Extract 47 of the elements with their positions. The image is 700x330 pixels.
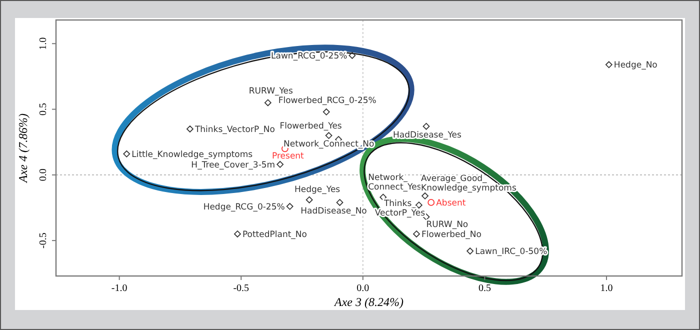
point — [422, 122, 430, 130]
annotation: Little_Knowledge_symptoms — [132, 150, 254, 160]
annotation: Hedge_Yes — [294, 184, 341, 195]
point — [186, 126, 194, 132]
point — [325, 132, 332, 139]
y-tick-label: 1.0 — [38, 37, 49, 50]
annotation: Thinks_VectorP_No — [194, 124, 275, 135]
y-tick-label: -0.5 — [38, 232, 49, 248]
annotation: H_Tree_Cover_3-5m — [191, 160, 276, 170]
point — [322, 108, 330, 116]
point — [234, 230, 241, 238]
point — [466, 248, 474, 255]
point — [276, 160, 284, 168]
annotation: Flowerbed_No — [422, 230, 482, 240]
annotation: Flowerbed_RCG_0-25% — [278, 96, 376, 106]
y-tick-label: 0.5 — [38, 103, 49, 116]
annotation: Hedge_RCG_0-25% — [203, 202, 285, 212]
annotation: HadDisease_No — [300, 206, 367, 216]
point — [605, 61, 612, 68]
x-tick-label: -0.5 — [233, 283, 250, 294]
point — [306, 196, 313, 204]
x-axis-title: Axe 3 (8.24%) — [334, 295, 404, 309]
point — [422, 192, 428, 200]
annotation: PottedPlant_No — [242, 230, 308, 240]
annotation: Network_Connect_Yes — [368, 173, 422, 193]
x-tick-label: 1.0 — [600, 283, 613, 294]
annotation: Absent — [436, 198, 466, 208]
point — [123, 150, 130, 158]
point — [428, 199, 435, 206]
x-tick-label: 0.5 — [478, 283, 491, 294]
x-tick-label: 0.0 — [356, 283, 370, 294]
annotation: Flowerbed_Yes — [280, 122, 342, 132]
annotation: Hedge_No — [614, 60, 658, 71]
annotation: Lawn_RCG_0-25% — [271, 51, 348, 62]
annotation: RURW_No — [426, 220, 468, 230]
point — [413, 230, 420, 238]
point — [348, 52, 356, 59]
point — [336, 199, 344, 206]
point — [264, 99, 272, 106]
annotation: HadDisease_Yes — [393, 130, 462, 140]
annotation: Present — [272, 152, 305, 162]
point — [286, 202, 294, 210]
y-tick-label: 0.0 — [38, 168, 49, 182]
annotation: RURW_Yes — [248, 86, 294, 97]
point — [380, 194, 387, 201]
x-tick-label: -1.0 — [111, 283, 128, 294]
y-axis-title: Axe 4 (7.86%) — [16, 114, 30, 184]
